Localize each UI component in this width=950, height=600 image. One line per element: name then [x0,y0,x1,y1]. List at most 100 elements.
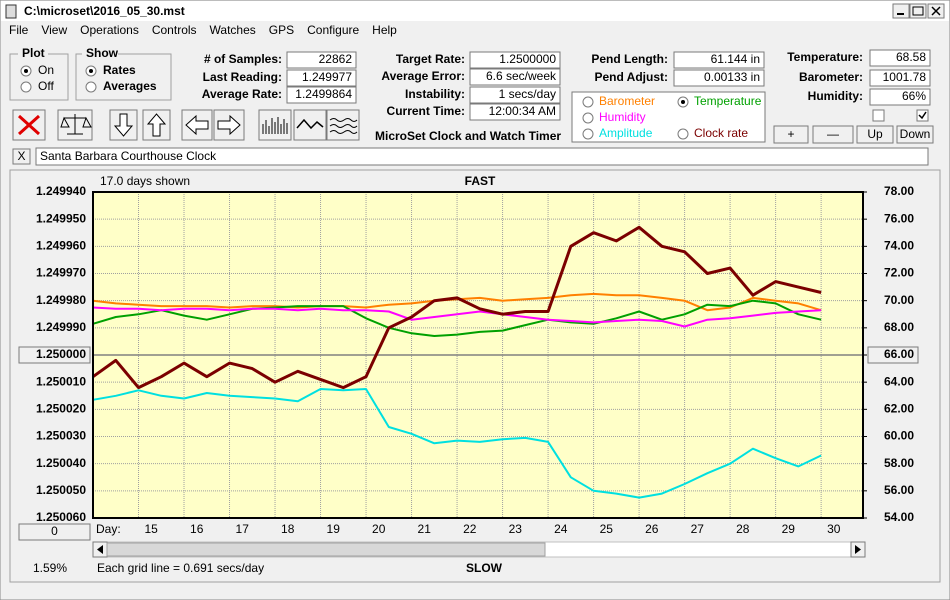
field-label: Pend Length: [591,52,668,66]
clear-icon [17,114,41,136]
maximize-glyph [912,6,924,16]
y2-tick-label: 62.00 [884,402,914,416]
radio-label[interactable]: Averages [103,79,157,93]
x-tick-label: 18 [281,522,295,536]
maximize-button[interactable] [909,3,927,19]
button-label: Down [900,127,931,141]
fast-label: FAST [465,174,496,188]
channel-selector: Barometer Temperature Humidity Amplitude Clo… [582,94,762,140]
window-title: C:\microset\2016_05_30.mst [24,4,185,18]
legend-label[interactable]: Barometer [599,94,655,108]
radio[interactable] [582,96,594,108]
button[interactable] [896,125,934,144]
x-tick-label: 15 [145,522,159,536]
waves-icon [329,118,358,134]
plot-border [92,191,864,519]
button-label: — [827,127,839,141]
y-tick-label: 1.250010 [36,374,86,388]
series-line [92,306,822,328]
scrollbar [92,541,866,558]
series-line [92,299,822,337]
clock-name-box[interactable] [35,147,929,166]
field-box [869,88,931,106]
reference-box[interactable] [18,346,91,364]
x-tick-label: 24 [554,522,568,536]
button[interactable] [773,125,809,144]
reference-box[interactable] [867,346,919,364]
y-tick-label: 1.249950 [36,211,86,225]
legend-label[interactable]: Humidity [599,110,646,124]
x-tick-label: 29 [782,522,796,536]
clear-name-button[interactable] [12,148,31,165]
checkbox-check [918,111,927,120]
y-tick-label: 1.250030 [36,429,86,443]
y2-tick-label: 56.00 [884,483,914,497]
field-value: 1.2499864 [295,87,352,101]
x-tick-label: 19 [327,522,341,536]
offset-box[interactable] [18,523,91,541]
field-value: 6.6 sec/week [486,69,557,83]
y2-tick-label: 68.00 [884,320,914,334]
readout-fields: # of Samples: 22862 Last Reading: 1.249977 A… [202,49,931,121]
y-tick-label: 1.250050 [36,483,86,497]
field-value: 1001.78 [883,70,927,84]
radio[interactable] [582,112,594,124]
series-line [92,388,822,499]
button[interactable] [856,125,894,144]
radio-label[interactable]: Rates [103,63,136,77]
x-tick-label: 16 [190,522,204,536]
offset-value: 0 [51,524,58,538]
y-tick-label: 1.249980 [36,293,86,307]
scroll-thumb[interactable] [106,542,546,557]
legend-label[interactable]: Temperature [694,94,762,108]
y-tick-label: 1.249990 [36,320,86,334]
field-value: 66% [902,89,926,103]
menu-item[interactable]: Controls [152,23,197,37]
menu-item[interactable]: File [9,23,29,37]
y2-tick-label: 64.00 [884,374,914,388]
menu-item[interactable]: Operations [80,23,139,37]
radio-dot [89,69,93,73]
field-label: # of Samples: [204,52,282,66]
y2-tick-label: 70.00 [884,293,914,307]
up-arrow-icon [146,113,167,137]
menu-item[interactable]: Help [372,23,397,37]
field-box [869,49,931,67]
minimize-button[interactable] [892,3,910,19]
radio[interactable] [20,81,32,93]
checkbox[interactable] [872,109,885,122]
legend-label[interactable]: Amplitude [599,126,653,140]
radio-label[interactable]: On [38,63,54,77]
y2-tick-label: 74.00 [884,239,914,253]
menu-item[interactable]: Watches [210,23,256,37]
scroll-right-glyph [855,545,861,554]
y2-tick-label: 60.00 [884,429,914,443]
button[interactable] [812,125,854,144]
menu-item[interactable]: GPS [269,23,294,37]
show-group-label: Show [86,46,119,60]
scroll-left-glyph [97,545,103,554]
button-label: Up [867,127,883,141]
menu-item[interactable]: Configure [307,23,359,37]
clear-name-label: X [17,149,25,163]
x-tick-label: 27 [691,522,705,536]
field-box [673,51,765,69]
field-value: 12:00:34 AM [489,104,556,118]
x-tick-label: 21 [418,522,432,536]
y-tick-label: 1.250000 [36,347,86,361]
radio[interactable] [85,81,97,93]
field-label: Average Error: [381,69,465,83]
y-tick-label: 1.249970 [36,266,86,280]
group-label-bg [82,48,118,60]
y-tick-label: 1.249960 [36,239,86,253]
radio[interactable] [677,128,689,140]
radio-label[interactable]: Off [38,79,54,93]
checkbox[interactable] [916,109,929,122]
x-axis-label: Day: [96,522,121,536]
radio[interactable] [582,128,594,140]
legend-label[interactable]: Clock rate [694,126,748,140]
menu-item[interactable]: View [41,23,67,37]
x-tick-label: 30 [827,522,841,536]
plot-group-label: Plot [22,46,45,60]
field-box [469,86,561,104]
